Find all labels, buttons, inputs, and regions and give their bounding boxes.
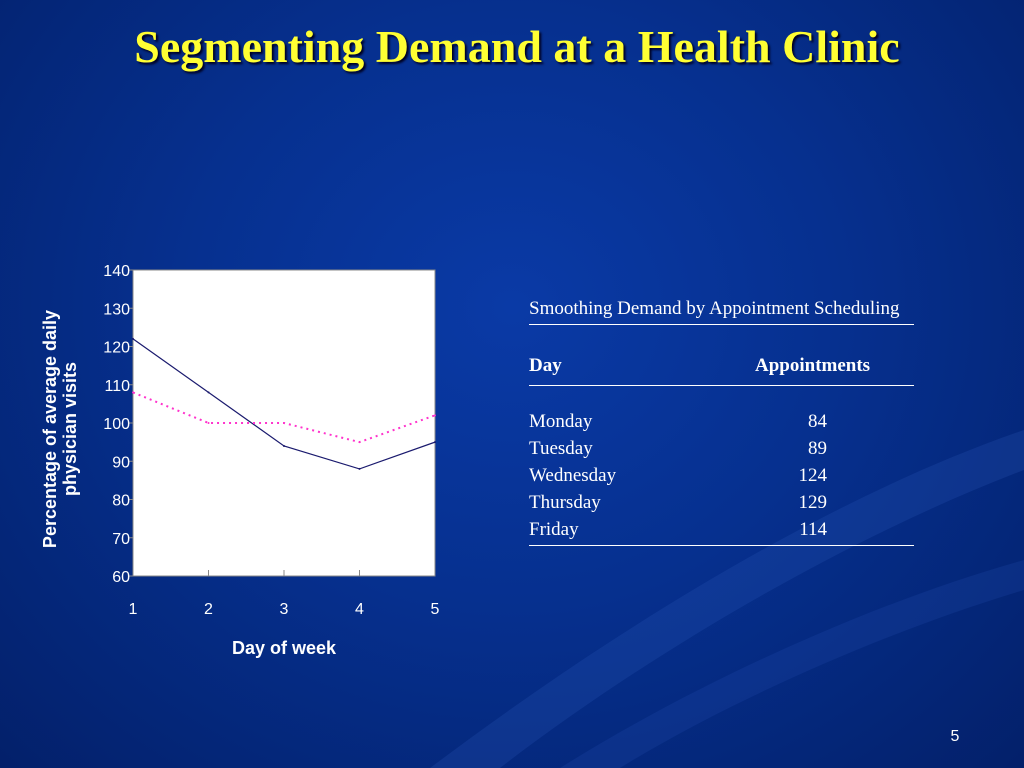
x-tick-label: 5 [431,601,440,618]
appointments-table: Smoothing Demand by Appointment Scheduli… [529,296,914,546]
y-tick-label: 60 [112,569,130,586]
table-header: Day Appointments [529,353,914,386]
y-tick-label: 70 [112,531,130,548]
table-row: Thursday 129 [529,489,914,516]
row-appointments: 129 [798,492,828,513]
table-row: Tuesday 89 [529,435,914,462]
row-appointments: 124 [798,465,828,486]
x-tick-label: 2 [204,601,213,618]
chart-svg: 60 70 80 90 100 110 120 130 140 1 2 3 4 5 Day of week P… [40,263,440,658]
row-appointments: 114 [799,519,827,540]
data-point [358,441,361,444]
data-point [207,422,210,424]
data-point [434,441,436,444]
y-tick-label: 110 [104,378,130,395]
header-day: Day [529,355,562,376]
data-point [132,391,134,394]
row-appointments: 89 [808,438,827,459]
row-day: Thursday [529,492,601,513]
y-tick-label: 130 [103,301,130,318]
row-appointments: 84 [808,411,827,432]
row-day: Monday [529,411,593,432]
header-appointments: Appointments [755,355,871,376]
y-axis-title: Percentage of average dailyphysician vis… [40,310,80,548]
table-row: Monday 84 [529,408,914,435]
data-point [283,444,285,447]
x-tick-label: 3 [280,601,289,618]
table-row: Friday 114 [529,516,914,543]
table-body: Monday 84 Tuesday 89 Wednesday 124 Thurs… [529,408,914,546]
data-point [358,467,361,470]
line-chart: 60 70 80 90 100 110 120 130 140 1 2 3 4 5 Day of week P… [0,250,480,680]
data-point [132,337,134,340]
data-point [434,414,436,417]
slide-title: Segmenting Demand at a Health Clinic [134,21,900,72]
row-day: Friday [529,519,579,540]
y-tick-label: 140 [103,263,130,280]
y-tick-label: 120 [103,340,130,357]
data-point [283,422,285,424]
page-number: 5 [950,728,960,745]
x-tick-label: 4 [355,601,364,618]
y-tick-label: 100 [103,416,130,433]
y-tick-label: 80 [112,493,130,510]
y-tick-label: 90 [112,454,130,471]
row-day: Wednesday [529,465,617,486]
data-point [207,391,210,394]
table-row: Wednesday 124 [529,462,914,489]
x-axis-title: Day of week [232,638,337,658]
x-tick-label: 1 [129,601,138,618]
row-day: Tuesday [529,438,593,459]
table-caption: Smoothing Demand by Appointment Scheduli… [529,296,914,325]
